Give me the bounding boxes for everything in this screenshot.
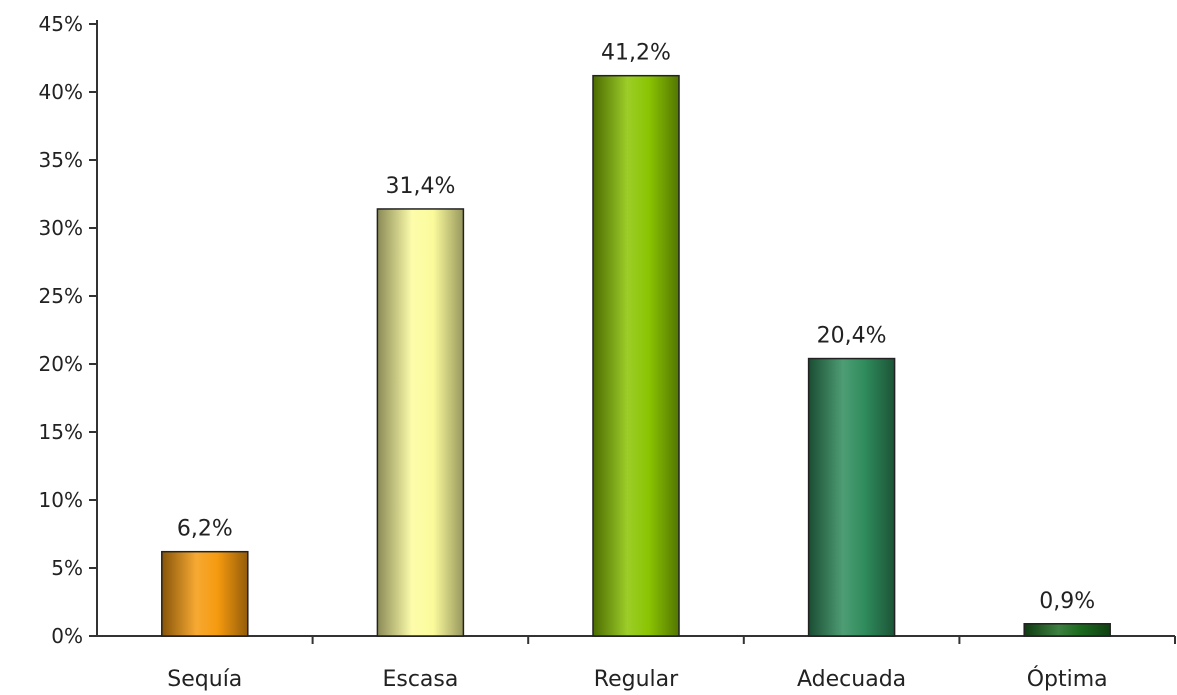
category-label: Sequía [167, 667, 242, 692]
y-tick-label: 0% [51, 624, 83, 648]
data-label: 31,4% [385, 174, 455, 199]
y-tick-label: 45% [39, 12, 83, 36]
bars [161, 74, 1111, 637]
y-tick-label: 25% [39, 284, 83, 308]
bar-regular [592, 74, 680, 637]
labels: 6,2% Sequía 31,4% Escasa 41,2% Regular 20,4% Ad… [167, 41, 1107, 692]
data-label: 41,2% [601, 41, 671, 66]
y-tick-label: 30% [39, 216, 83, 240]
category-label: Escasa [382, 667, 458, 692]
category-label: Regular [594, 667, 679, 692]
y-tick-label: 5% [51, 556, 83, 580]
y-tick-label: 35% [39, 148, 83, 172]
bar-adecuada [807, 357, 896, 637]
y-tick-label: 10% [39, 488, 83, 512]
bar-escasa [376, 208, 465, 637]
y-tick-label: 15% [39, 420, 83, 444]
y-tick-label: 40% [39, 80, 83, 104]
category-label: Adecuada [797, 667, 906, 692]
data-label: 6,2% [177, 517, 233, 542]
bar-óptima [1023, 623, 1111, 637]
data-label: 0,9% [1039, 589, 1095, 614]
axes: 0% 5% 10% 15% 20% 25% 30% 35% 40% 45% [39, 12, 1176, 648]
category-label: Óptima [1027, 666, 1108, 692]
data-label: 20,4% [817, 324, 887, 349]
y-tick-label: 20% [39, 352, 83, 376]
bar-sequía [161, 550, 249, 637]
